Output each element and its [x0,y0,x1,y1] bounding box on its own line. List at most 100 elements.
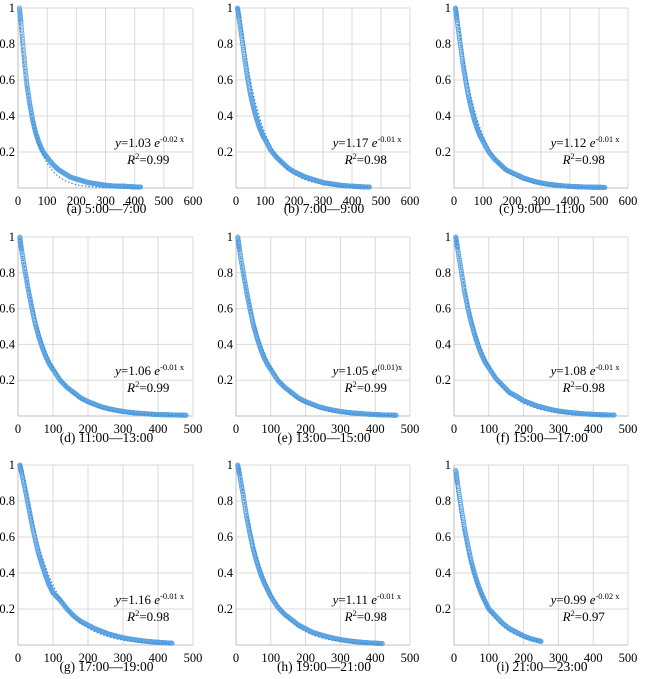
equation-exponent: -0.01 x [595,134,620,144]
data-point [243,511,249,517]
y-tick-label: 0.6 [435,530,451,544]
equation-y-symbol: y [113,363,121,378]
data-point [137,184,144,190]
x-tick-label: 600 [184,194,203,208]
data-point [240,45,246,51]
r-squared-value: =0.99 [139,152,169,167]
fit-equation: y=1.12 e-0.01 x [549,134,621,150]
x-tick-label: 200 [514,651,533,665]
r-squared-value: =0.98 [139,609,169,624]
equation-coefficient: =1.12 [556,135,589,150]
x-tick-label: 0 [233,651,239,665]
x-tick-label: 200 [296,651,315,665]
y-tick-label: 0.8 [217,37,233,51]
y-tick-label: 0.4 [435,337,451,351]
data-point [458,48,464,54]
x-tick-label: 500 [619,422,638,436]
data-point [19,36,25,42]
equation-y-symbol: y [549,135,557,150]
equation-base: e [590,363,596,378]
data-point [19,33,25,39]
r-squared-value: =0.99 [357,380,387,395]
data-point [379,641,385,647]
fit-equation: y=1.03 e-0.02 x [113,134,185,150]
y-tick-label: 0.2 [0,373,15,387]
panel-caption: (c) 9:00—11:00 [499,201,585,216]
data-point [458,50,465,56]
r-squared-exponent: 2 [353,151,357,161]
equation-exponent: -0.01 x [377,134,402,144]
data-point [241,54,248,60]
x-tick-label: 0 [15,651,21,665]
data-point [21,49,27,55]
data-point [20,38,26,44]
equation-coefficient: =1.03 [121,135,154,150]
equation-exponent: -0.01 x [377,591,402,601]
r-squared-exponent: 2 [135,379,139,389]
x-tick-label: 400 [366,651,385,665]
x-tick-label: 300 [314,194,333,208]
equation-y-symbol: y [549,592,557,607]
equation-base: e [371,592,377,607]
y-tick-label: 0.4 [435,109,451,123]
x-tick-label: 300 [114,422,133,436]
r-squared-exponent: 2 [353,608,357,618]
r-squared-value: =0.98 [357,152,387,167]
panel-a: 0.2 0.4 0.6 0.8 1 0 100 200 300 400 500 600 y=1.03 e… [0,1,202,216]
data-point [18,19,24,25]
r-squared-value: =0.99 [139,380,169,395]
x-tick-label: 400 [149,651,168,665]
y-tick-label: 1 [9,1,15,15]
data-point [20,46,26,52]
fit-trendline [455,236,614,417]
fit-r-squared: R2=0.97 [562,608,606,624]
r-squared-symbol: R [344,380,353,395]
data-point [459,54,465,60]
y-tick-label: 0.4 [217,109,233,123]
equation-exponent: -0.01 x [595,362,620,372]
y-tick-label: 0.6 [0,302,15,316]
y-tick-label: 0.8 [435,266,451,280]
panel-f: 0.2 0.4 0.6 0.8 1 0 100 200 300 400 500 y=1.08 e-0.… [435,230,637,445]
data-point [461,521,467,527]
y-tick-label: 1 [445,458,451,472]
r-squared-exponent: 2 [571,151,575,161]
equation-base: e [154,135,160,150]
r-squared-value: =0.98 [575,380,605,395]
panel-caption: (h) 19:00—21:00 [277,659,371,674]
equation-exponent: -0.01 x [160,591,185,601]
panel-caption: (b) 7:00—9:00 [284,201,365,216]
fit-trendline [237,240,396,417]
r-squared-symbol: R [562,609,571,624]
y-tick-label: 0.2 [435,373,451,387]
data-point [239,34,245,40]
fit-r-squared: R2=0.98 [126,608,169,624]
r-squared-exponent: 2 [571,379,575,389]
data-point [18,25,24,31]
data-point [183,412,189,418]
x-tick-label: 200 [285,194,304,208]
y-tick-label: 0.6 [435,73,451,87]
data-point [455,23,461,29]
x-tick-label: 500 [401,651,420,665]
fit-r-squared: R2=0.98 [344,608,387,624]
fit-equation: y=1.16 e-0.01 x [113,591,185,607]
fit-r-squared: R2=0.99 [126,151,169,167]
equation-coefficient: =1.11 [338,592,371,607]
y-tick-label: 0.6 [217,530,233,544]
x-tick-label: 300 [331,651,350,665]
data-point [457,36,463,42]
fit-trendline [19,238,186,417]
y-tick-label: 1 [9,458,15,472]
r-squared-symbol: R [126,609,135,624]
data-point [23,76,29,82]
panel-caption: (e) 13:00—15:00 [277,430,371,445]
fit-r-squared: R2=0.98 [344,151,387,167]
data-point [611,412,617,418]
x-tick-label: 100 [479,651,498,665]
data-point [455,27,461,33]
x-tick-label: 100 [256,194,275,208]
x-tick-label: 200 [79,422,98,436]
y-tick-label: 1 [227,1,233,15]
equation-base: e [372,363,378,378]
